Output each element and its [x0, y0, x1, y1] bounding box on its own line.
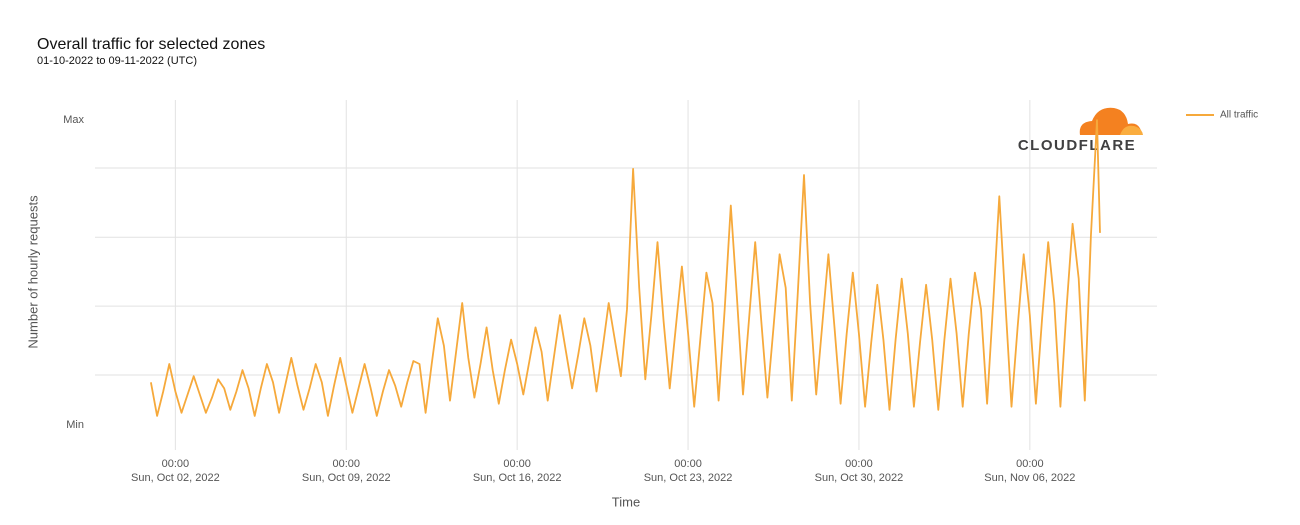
x-tick-label: Sun, Oct 16, 2022	[473, 472, 562, 484]
x-axis-title: Time	[612, 494, 640, 509]
x-tick-label: 00:00	[503, 458, 531, 470]
line	[150, 119, 1101, 417]
chart-subtitle: 01-10-2022 to 09-11-2022 (UTC)	[37, 55, 197, 67]
x-tick-label: 00:00	[162, 458, 190, 470]
x-tick-label: 00:00	[674, 458, 702, 470]
x-tick-label: Sun, Nov 06, 2022	[984, 472, 1075, 484]
logo-text: CLOUDFLARE	[1018, 137, 1136, 154]
logo-cloud-small	[1120, 125, 1143, 135]
y-tick-label: Min	[66, 419, 84, 431]
logo: CLOUDFLARE	[1018, 107, 1143, 154]
x-tick-label: Sun, Oct 23, 2022	[644, 472, 733, 484]
x-tick-label: 00:00	[1016, 458, 1044, 470]
x-tick-label: Sun, Oct 02, 2022	[131, 472, 220, 484]
x-tick-label: 00:00	[845, 458, 873, 470]
y-axis-title: Number of hourly requests	[25, 195, 40, 349]
x-tick-label: 00:00	[332, 458, 360, 470]
chart-title: Overall traffic for selected zones	[37, 36, 265, 53]
x-tick-label: Sun, Oct 30, 2022	[815, 472, 904, 484]
x-tick-label: Sun, Oct 09, 2022	[302, 472, 391, 484]
y-tick-label: Max	[63, 114, 84, 126]
legend-label: All traffic	[1220, 110, 1258, 121]
